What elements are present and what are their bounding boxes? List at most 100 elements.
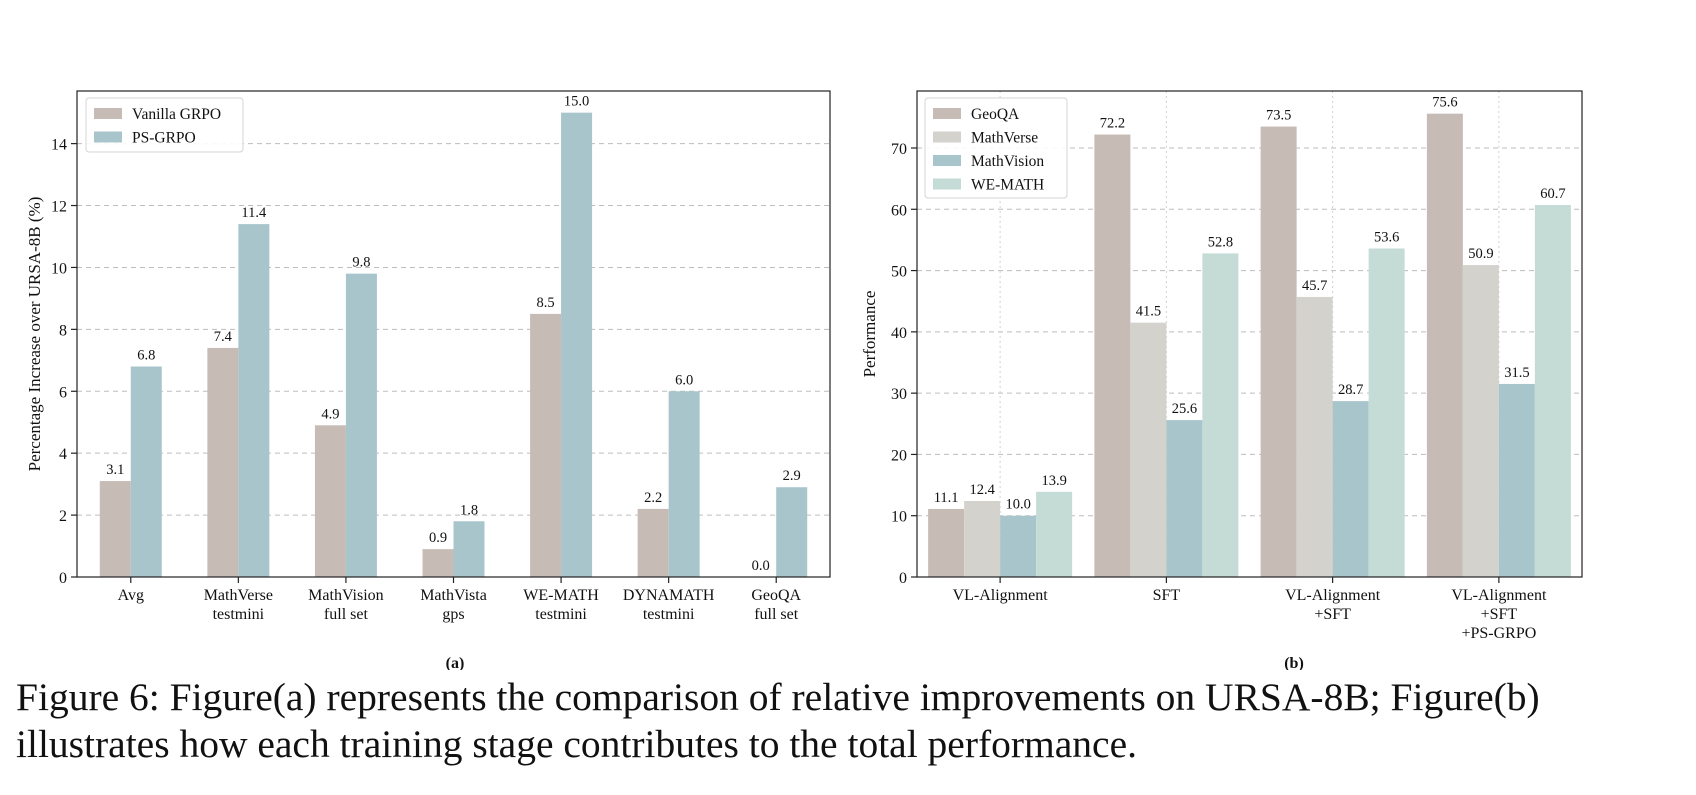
bar	[561, 112, 593, 577]
bar	[99, 481, 131, 577]
data-label: 75.6	[1432, 95, 1457, 111]
x-tick-label: MathVista	[420, 587, 487, 604]
y-tick-label: 10	[891, 509, 907, 526]
legend-label: MathVision	[971, 153, 1044, 170]
data-label: 25.6	[1172, 401, 1197, 417]
data-label: 3.1	[106, 462, 124, 478]
data-label: 9.8	[352, 255, 370, 271]
x-tick-label: +PS-GRPO	[1461, 625, 1536, 642]
data-label: 41.5	[1136, 304, 1161, 320]
data-label: 60.7	[1540, 186, 1565, 202]
x-tick-label: VL-Alignment	[953, 587, 1049, 604]
legend-box	[85, 97, 244, 153]
plot-frame	[76, 90, 831, 578]
bar	[1498, 383, 1535, 577]
data-label: 7.4	[214, 329, 233, 345]
x-tick-label: +SFT	[1314, 606, 1351, 623]
data-label: 13.9	[1041, 473, 1066, 489]
data-label: 72.2	[1100, 116, 1125, 132]
data-label: 6.0	[675, 372, 693, 388]
y-tick-label: 70	[891, 141, 907, 158]
y-tick-label: 40	[891, 325, 907, 342]
y-tick-label: 6	[59, 384, 67, 401]
y-tick-label: 4	[59, 446, 67, 463]
legend-label: PS-GRPO	[132, 130, 196, 147]
x-tick-label: SFT	[1153, 587, 1181, 604]
chart-b: 0 10 20 30 40 50 60 70 11.1 72.2 73.5 75.6 12.4 41.5 4…	[860, 90, 1583, 670]
bar	[1202, 253, 1239, 577]
caption-line-2: illustrates how each training stage cont…	[16, 722, 1137, 766]
bar	[345, 273, 377, 577]
bar	[207, 347, 239, 577]
bar	[453, 521, 485, 577]
x-tick-label: GeoQA	[751, 587, 801, 604]
legend-label: WE-MATH	[971, 177, 1044, 194]
legend-swatch	[94, 131, 122, 143]
data-label: 11.1	[934, 490, 959, 506]
data-label: 45.7	[1302, 278, 1327, 294]
bar	[1260, 126, 1297, 578]
x-tick-label: VL-Alignment	[1451, 587, 1547, 604]
y-tick-label: 10	[51, 260, 67, 277]
legend-label: GeoQA	[971, 106, 1020, 123]
chart-a: 0 2 4 6 8 10 12 14 3.1 7.4 4.9 0.9 8.5 2.2 0.0 6.8 11.4 9…	[25, 90, 831, 670]
y-tick-label: 30	[891, 386, 907, 403]
legend-swatch	[933, 131, 961, 143]
bar	[964, 501, 1001, 577]
bar	[238, 224, 270, 577]
data-label: 11.4	[241, 205, 267, 221]
figure: 0 2 4 6 8 10 12 14 3.1 7.4 4.9 0.9 8.5 2.2 0.0 6.8 11.4 9…	[25, 90, 1583, 670]
data-label: 52.8	[1208, 234, 1233, 250]
bar	[1534, 204, 1571, 577]
bar	[130, 366, 162, 577]
y-tick-label: 0	[59, 570, 67, 587]
bar	[1368, 248, 1405, 577]
bar	[530, 313, 562, 577]
bar	[1166, 420, 1203, 577]
data-label: 8.5	[537, 295, 555, 311]
data-label: 2.2	[644, 490, 662, 506]
x-tick-label: DYNAMATH	[623, 587, 715, 604]
x-tick-label: +SFT	[1481, 606, 1518, 623]
data-label: 0.9	[429, 530, 447, 546]
y-tick-label: 14	[51, 137, 67, 154]
data-label: 1.8	[460, 502, 478, 518]
data-label: 50.9	[1468, 246, 1493, 262]
y-tick-label: 20	[891, 447, 907, 464]
bar	[1130, 322, 1167, 577]
y-axis-label: Percentage Increase over URSA-8B (%)	[25, 197, 44, 472]
x-tick-label: full set	[754, 606, 799, 623]
panel-label: (a)	[446, 655, 465, 670]
legend-label: MathVerse	[971, 130, 1038, 147]
x-tick-label: MathVision	[308, 587, 383, 604]
data-label: 4.9	[321, 406, 339, 422]
data-label: 31.5	[1504, 365, 1529, 381]
x-tick-label: gps	[442, 606, 464, 623]
legend-swatch	[933, 155, 961, 166]
bar	[776, 487, 808, 577]
legend-swatch	[933, 178, 961, 190]
y-tick-label: 8	[59, 322, 67, 339]
bar	[637, 508, 669, 577]
x-tick-label: MathVerse	[204, 587, 273, 604]
x-tick-label: testmini	[643, 606, 695, 623]
data-label: 53.6	[1374, 230, 1399, 246]
bar	[422, 549, 454, 577]
bar	[928, 508, 965, 577]
bar	[1036, 491, 1073, 577]
bar	[1462, 265, 1499, 577]
bar	[1296, 296, 1333, 577]
data-label: 73.5	[1266, 108, 1291, 124]
data-label: 2.9	[783, 468, 801, 484]
y-tick-label: 60	[891, 202, 907, 219]
legend-label: Vanilla GRPO	[132, 106, 221, 123]
bar	[1332, 401, 1369, 577]
x-tick-label: VL-Alignment	[1285, 587, 1381, 604]
bar	[1426, 113, 1463, 578]
x-tick-label: WE-MATH	[523, 587, 599, 604]
bar	[314, 425, 346, 577]
data-label: 12.4	[969, 482, 995, 498]
legend-swatch	[933, 108, 961, 119]
data-label: 28.7	[1338, 382, 1363, 398]
x-tick-label: testmini	[213, 606, 265, 623]
